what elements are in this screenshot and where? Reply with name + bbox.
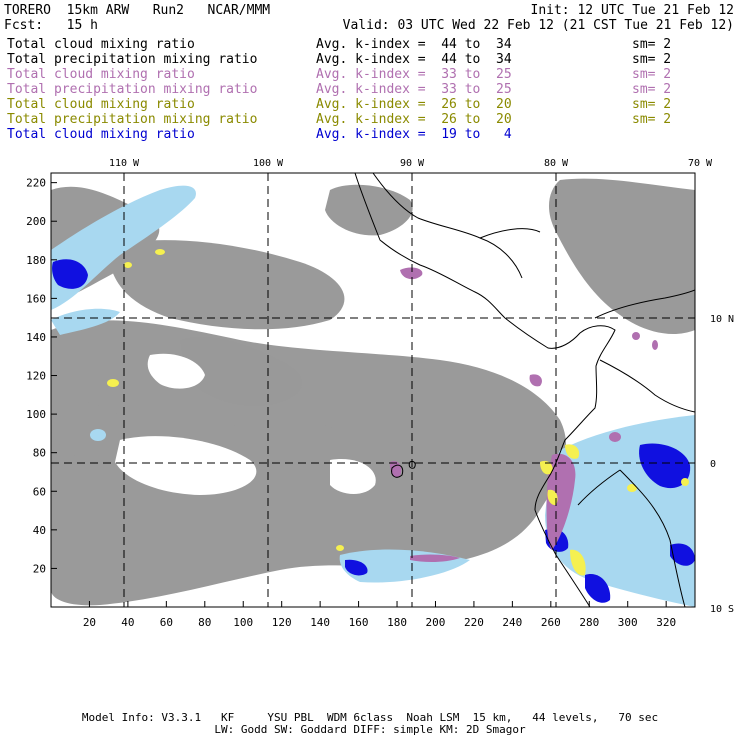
lon-label-100w: 100 W bbox=[253, 158, 284, 169]
model-title: TORERO 15km ARW Run2 NCAR/MMM bbox=[4, 3, 271, 18]
y-tick-label: 120 bbox=[26, 370, 46, 383]
x-tick-label: 140 bbox=[310, 616, 330, 629]
y-tick-label: 160 bbox=[26, 292, 46, 305]
lat-label-10s: 10 S bbox=[710, 604, 734, 615]
y-tick-label: 60 bbox=[33, 485, 46, 498]
y-tick-label: 180 bbox=[26, 254, 46, 267]
valid-time: Valid: 03 UTC Wed 22 Feb 12 (21 CST Tue … bbox=[342, 18, 734, 33]
lon-label-70w: 70 W bbox=[688, 158, 713, 169]
lat-label-0: 0 bbox=[710, 459, 716, 470]
x-tick-label: 60 bbox=[160, 616, 173, 629]
x-tick-label: 20 bbox=[83, 616, 96, 629]
lon-label-110w: 110 W bbox=[109, 158, 140, 169]
legend-index: Avg. k-index = 44 to 34 bbox=[316, 52, 512, 67]
coastlines bbox=[354, 173, 695, 607]
legend-sm: sm= 2 bbox=[632, 52, 672, 67]
purple-shading bbox=[389, 267, 658, 563]
lon-label-90w: 90 W bbox=[400, 158, 425, 169]
lon-label-80w: 80 W bbox=[544, 158, 569, 169]
x-tick-label: 240 bbox=[502, 616, 522, 629]
legend-index: Avg. k-index = 33 to 25 bbox=[316, 67, 512, 82]
x-tick-label: 180 bbox=[387, 616, 407, 629]
y-tick-label: 80 bbox=[33, 447, 46, 460]
legend-row: Total cloud mixing ratio Avg. k-index = … bbox=[7, 67, 671, 142]
forecast-hour: Fcst: 15 h bbox=[4, 18, 98, 33]
legend-sm: sm= 2 bbox=[632, 37, 672, 52]
legend-sm: sm= 2 bbox=[632, 67, 672, 82]
legend-row: Total cloud mixing ratio Avg. k-index = … bbox=[7, 37, 671, 112]
legend-row: Total precipitation mixing ratio Avg. k-… bbox=[7, 52, 671, 127]
yellow-shading bbox=[107, 249, 689, 576]
legend-row: Total precipitation mixing ratio Avg. k-… bbox=[7, 112, 671, 187]
legend-sm: sm= 2 bbox=[632, 97, 672, 112]
x-tick-label: 260 bbox=[541, 616, 561, 629]
legend-index: Avg. k-index = 19 to 4 bbox=[316, 127, 512, 142]
legend-field: Total cloud mixing ratio bbox=[7, 97, 195, 112]
legend-sm: sm= 2 bbox=[632, 82, 672, 97]
y-tick-label: 220 bbox=[26, 177, 46, 190]
init-time: Init: 12 UTC Tue 21 Feb 12 bbox=[530, 3, 735, 18]
legend-index: Avg. k-index = 33 to 25 bbox=[316, 82, 512, 97]
physics-info: LW: Godd SW: Goddard DIFF: simple KM: 2D… bbox=[214, 723, 526, 736]
x-tick-label: 300 bbox=[618, 616, 638, 629]
x-tick-label: 320 bbox=[656, 616, 676, 629]
x-tick-label: 160 bbox=[349, 616, 369, 629]
legend-field: Total precipitation mixing ratio bbox=[7, 112, 258, 127]
x-tick-label: 80 bbox=[198, 616, 211, 629]
legend-field: Total precipitation mixing ratio bbox=[7, 52, 258, 67]
x-tick-label: 100 bbox=[233, 616, 253, 629]
legend-row: Total cloud mixing ratio Avg. k-index = … bbox=[7, 97, 671, 172]
y-tick-label: 200 bbox=[26, 215, 46, 228]
legend-field: Total precipitation mixing ratio bbox=[7, 82, 258, 97]
lat-lon-grid bbox=[51, 173, 695, 607]
legend-index: Avg. k-index = 26 to 20 bbox=[316, 97, 512, 112]
lat-label-10n: 10 N bbox=[710, 314, 734, 325]
map-frame bbox=[50, 172, 696, 608]
model-info: Model Info: V3.3.1 KF YSU PBL WDM 6class… bbox=[81, 711, 659, 724]
x-tick-label: 200 bbox=[426, 616, 446, 629]
legend-field: Total cloud mixing ratio bbox=[7, 37, 195, 52]
y-tick-label: 40 bbox=[33, 524, 46, 537]
x-tick-label: 120 bbox=[272, 616, 292, 629]
y-tick-label: 100 bbox=[26, 408, 46, 421]
y-tick-label: 20 bbox=[33, 562, 46, 575]
cloud-field bbox=[51, 173, 695, 607]
legend-field: Total cloud mixing ratio bbox=[7, 127, 195, 142]
legend-row: Total cloud mixing ratio Avg. k-index = … bbox=[7, 127, 512, 187]
legend-index: Avg. k-index = 44 to 34 bbox=[316, 37, 512, 52]
y-tick-label: 140 bbox=[26, 331, 46, 344]
y-axis: 20 40 60 80 100 120 140 160 180 200 220 bbox=[26, 177, 57, 575]
x-tick-label: 220 bbox=[464, 616, 484, 629]
legend-index: Avg. k-index = 26 to 20 bbox=[316, 112, 512, 127]
legend-sm: sm= 2 bbox=[632, 112, 672, 127]
legend-field: Total cloud mixing ratio bbox=[7, 67, 195, 82]
x-tick-label: 40 bbox=[121, 616, 134, 629]
x-tick-label: 280 bbox=[579, 616, 599, 629]
legend-row: Total precipitation mixing ratio Avg. k-… bbox=[7, 82, 671, 157]
x-axis: 20 40 60 80 100 120 140 160 180 200 220 240 260 280 30… bbox=[83, 601, 676, 629]
